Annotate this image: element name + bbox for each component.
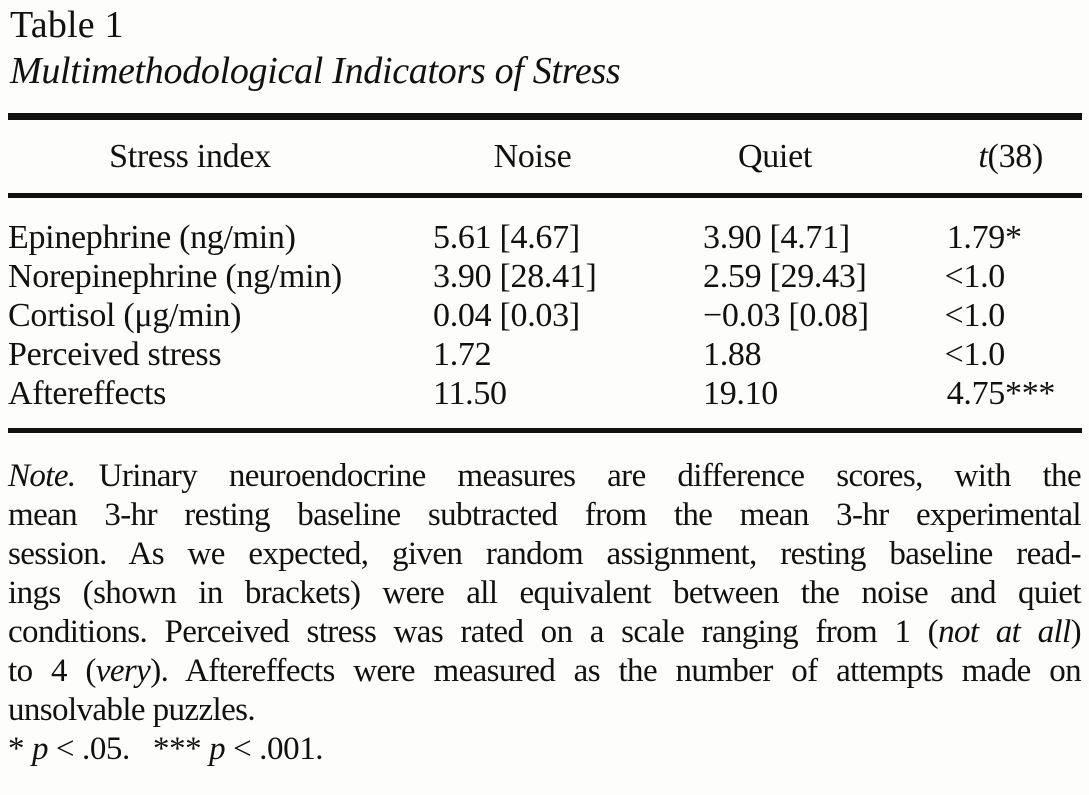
sig-text: < .05. [48,731,130,767]
t-value: <1.0 [944,258,1006,295]
noise-value: 1.72 [433,336,492,373]
table-row: Norepinephrine (ng/min) 3.90 [28.41] 2.5… [0,257,1089,296]
note-text: unsolvable puzzles. [8,692,256,728]
table-caption: Table 1 Multimethodological Indicators o… [0,2,1089,94]
note-text: to 4 ( [8,653,96,689]
sig-text: *** [152,731,210,767]
note-word: very [95,653,151,689]
quiet-value: −0.03 [0.08] [703,297,869,334]
noise-value: 3.90 [28.41] [433,258,597,295]
sig-text: < .001. [225,731,324,767]
t-value: <1.0 [944,336,1006,373]
t-value-cell: <1.0 [905,257,1089,296]
t-value: <1.0 [944,297,1006,334]
table-row: Aftereffects 11.50 19.10 4.75 *** [0,374,1089,413]
header-rule [8,193,1082,198]
note-line: ings (shown in brackets) were all equiva… [8,574,1082,613]
note-line: to 4 (very). Aftereffects were measured … [8,652,1082,691]
t-value: 4.75 [946,375,1006,412]
t-statistic-df: (38) [987,137,1044,175]
significance-stars: *** [1005,375,1056,412]
quiet-value: 19.10 [703,375,779,412]
table-title: Multimethodological Indicators of Stress [10,50,621,92]
column-header-noise: Noise [493,137,572,175]
note-text: conditions. Perceived stress was rated o… [8,614,939,650]
t-value-cell: 4.75 *** [905,374,1089,413]
note-text: ). Aftereffects were measured as the num… [150,653,1082,689]
table-row: Epinephrine (ng/min) 5.61 [4.67] 3.90 [4… [0,218,1089,257]
row-label: Perceived stress [8,336,222,373]
t-value-cell: <1.0 [905,296,1089,335]
t-value: 1.79 [946,219,1006,256]
quiet-value: 1.88 [703,336,762,373]
note-word: not at all [938,614,1071,650]
row-label: Cortisol (μg/min) [8,297,242,334]
noise-value: 5.61 [4.67] [433,219,580,256]
noise-value: 0.04 [0.03] [433,297,580,334]
row-label: Norepinephrine (ng/min) [8,258,342,295]
row-label: Epinephrine (ng/min) [8,219,296,256]
note-line: unsolvable puzzles. [8,691,1081,730]
note-line: conditions. Perceived stress was rated o… [8,613,1082,652]
note-line: Note. Urinary neuroendocrine measures are… [8,457,1082,496]
p-symbol: p [209,731,226,767]
note-text: mean 3-hr resting baseline subtracted fr… [8,497,1082,533]
column-header-stress-index: Stress index [109,137,271,175]
quiet-value: 2.59 [29.43] [703,258,867,295]
row-label: Aftereffects [8,375,167,412]
note-word: Note. [8,458,76,494]
noise-value: 11.50 [433,375,507,412]
t-value-cell: 1.79 * [905,218,1089,257]
column-header-t38: t(38) [905,138,1089,176]
note-line: mean 3-hr resting baseline subtracted fr… [8,496,1082,535]
table-note: Note. Urinary neuroendocrine measures are… [0,457,1089,730]
table-row: Cortisol (μg/min) 0.04 [0.03] −0.03 [0.0… [0,296,1089,335]
quiet-value: 3.90 [4.71] [703,219,850,256]
table-row: Perceived stress 1.72 1.88 <1.0 [0,335,1089,374]
table-header-row: Stress index Noise Quiet t(38) [0,120,1089,193]
t-value-cell: <1.0 [905,335,1089,374]
note-text: ings (shown in brackets) were all equiva… [8,575,1082,611]
significance-note: * p < .05. *** p < .001. [0,730,1089,769]
column-header-quiet: Quiet [737,137,813,175]
note-text: session. As we expected, given random as… [8,536,1082,572]
p-symbol: p [31,731,49,767]
top-rule [8,113,1082,120]
t-statistic-symbol: t [978,137,988,175]
bottom-rule [8,428,1082,433]
table-body: Epinephrine (ng/min) 5.61 [4.67] 3.90 [4… [0,198,1089,428]
note-text: ) [1070,614,1082,650]
significance-stars: * [1005,219,1022,256]
note-text: Urinary neuroendocrine measures are diff… [98,458,1082,494]
note-line: session. As we expected, given random as… [8,535,1082,574]
sig-text: * [8,731,32,767]
table-number: Table 1 [10,4,124,46]
